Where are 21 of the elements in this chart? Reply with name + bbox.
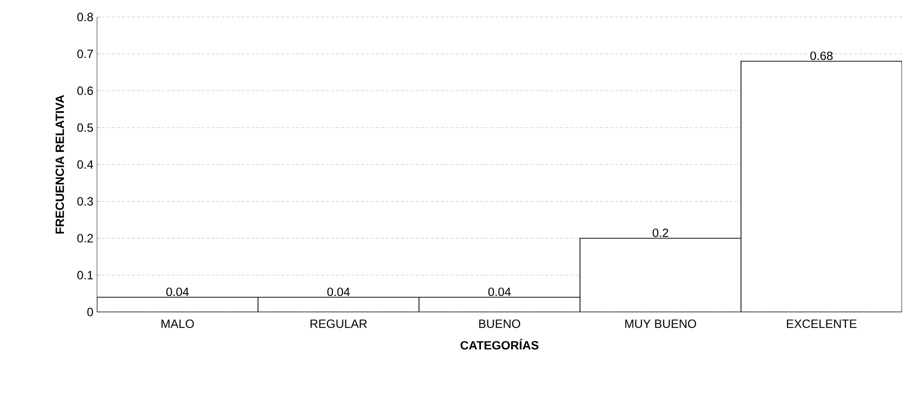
y-tick-label: 0.6	[77, 86, 93, 95]
data-label: 0.68	[810, 52, 833, 60]
x-tick-label: EXCELENTE	[786, 320, 857, 328]
x-tick-label: REGULAR	[310, 320, 367, 328]
y-tick-label: 0.7	[77, 50, 93, 58]
y-tick-label: 0.1	[77, 270, 93, 280]
data-label: 0.04	[166, 288, 189, 296]
y-axis-title: FRECUENCIA RELATIVA	[56, 94, 64, 234]
x-tick-label: BUENO	[479, 320, 520, 328]
data-label: 0.04	[488, 288, 511, 296]
y-tick-label: 0.3	[77, 197, 93, 206]
x-tick-label: MALO	[162, 320, 194, 328]
data-label: 0.2	[652, 228, 668, 238]
y-tick-label: 0.5	[77, 123, 93, 132]
x-axis-title: CATEGORÍAS	[460, 338, 538, 350]
y-tick-label: 0.8	[77, 12, 93, 22]
y-tick-label: 0.4	[77, 160, 94, 169]
data-label: 0.04	[327, 288, 350, 296]
y-tick-label: 0.2	[77, 234, 93, 242]
y-tick-label: 0	[87, 308, 94, 316]
x-tick-label: MUY BUENO	[625, 320, 696, 328]
